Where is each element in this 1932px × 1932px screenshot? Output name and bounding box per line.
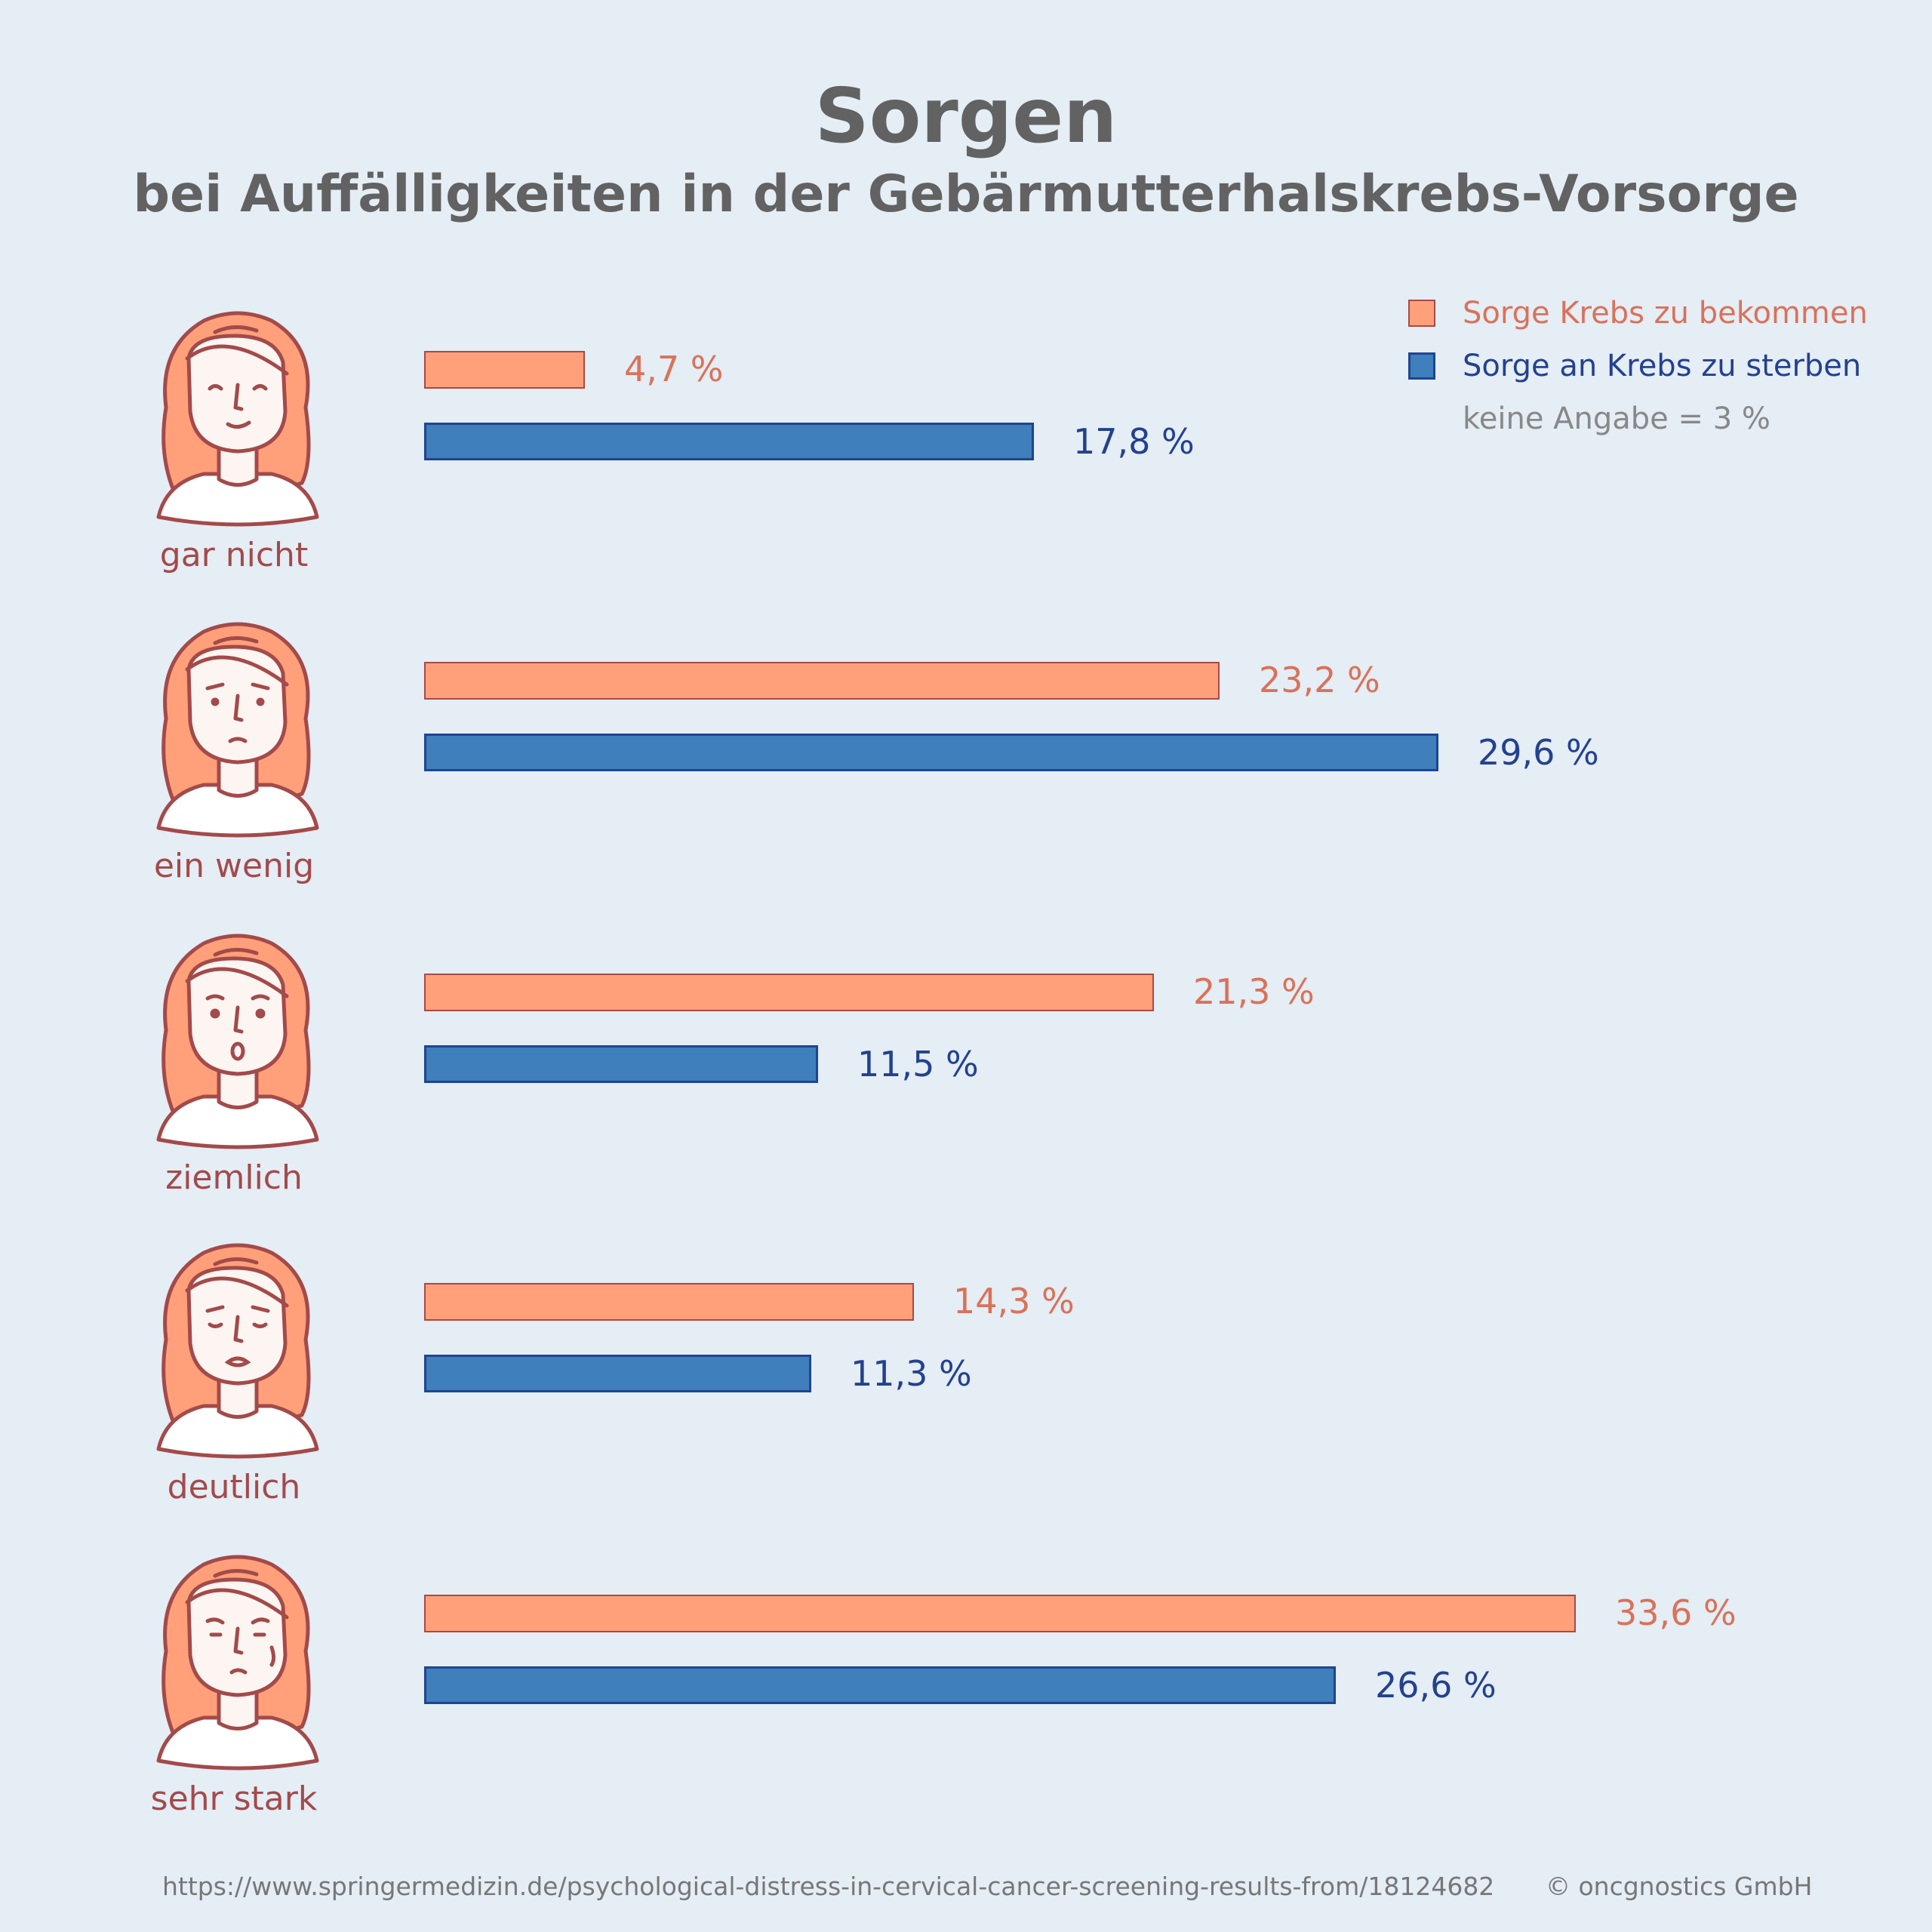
category-row: deutlich 14,3 % 11,3 % [0,1234,1932,1543]
legend-item-series-2: Sorge an Krebs zu sterben [1408,340,1868,392]
copyright: © oncgnostics GmbH [1546,1872,1813,1901]
source-url[interactable]: https://www.springermedizin.de/psycholog… [162,1872,1495,1901]
category-label: gar nicht [159,536,309,574]
category-label: ziemlich [165,1158,303,1197]
category-row: gar nicht 4,7 % 17,8 % [0,302,1932,611]
bar-series-1 [424,1283,914,1321]
data-label-series-2: 11,5 % [857,1044,979,1084]
data-label-series-1: 21,3 % [1193,971,1315,1012]
bar-series-2 [424,734,1438,771]
legend-label-series-1: Sorge Krebs zu bekommen [1463,296,1868,331]
category-label: ein wenig [153,847,315,885]
category-row: sehr stark 33,6 % 26,6 % [0,1546,1932,1855]
legend-swatch-series-2 [1408,352,1435,380]
data-label-series-2: 26,6 % [1375,1665,1497,1706]
woman-face-despairing-icon [143,1546,332,1772]
category-label: deutlich [167,1468,301,1506]
woman-face-distressed-icon [143,1234,332,1460]
data-label-series-2: 17,8 % [1073,421,1195,462]
data-label-series-2: 11,3 % [851,1353,972,1394]
bar-series-2 [424,423,1034,460]
woman-face-shocked-icon [143,924,332,1151]
data-label-series-2: 29,6 % [1478,732,1599,773]
bar-series-2 [424,1666,1336,1704]
bar-series-1 [424,351,585,389]
data-label-series-1: 4,7 % [624,349,724,389]
bar-series-1 [424,1595,1576,1632]
category-row: ziemlich 21,3 % 11,5 % [0,924,1932,1234]
woman-face-happy-icon [143,302,332,528]
legend-swatch-series-1 [1408,300,1435,327]
legend-note: keine Angabe = 3 % [1463,401,1770,436]
chart-title: Sorgen [814,72,1118,160]
bar-series-1 [424,662,1220,700]
bar-series-2 [424,1045,818,1083]
bar-series-1 [424,974,1154,1011]
category-label: sehr stark [150,1780,318,1818]
bar-series-2 [424,1355,811,1392]
legend-label-series-2: Sorge an Krebs zu sterben [1463,349,1862,383]
data-label-series-1: 14,3 % [953,1281,1075,1321]
legend: Sorge Krebs zu bekommen Sorge an Krebs z… [1408,287,1868,445]
data-label-series-1: 23,2 % [1259,660,1380,700]
woman-face-worried-icon [143,613,332,839]
chart-subtitle: bei Auffälligkeiten in der Gebärmutterha… [133,165,1799,224]
category-row: ein wenig 23,2 % 29,6 % [0,613,1932,922]
data-label-series-1: 33,6 % [1615,1592,1737,1633]
legend-item-series-1: Sorge Krebs zu bekommen [1408,287,1868,340]
